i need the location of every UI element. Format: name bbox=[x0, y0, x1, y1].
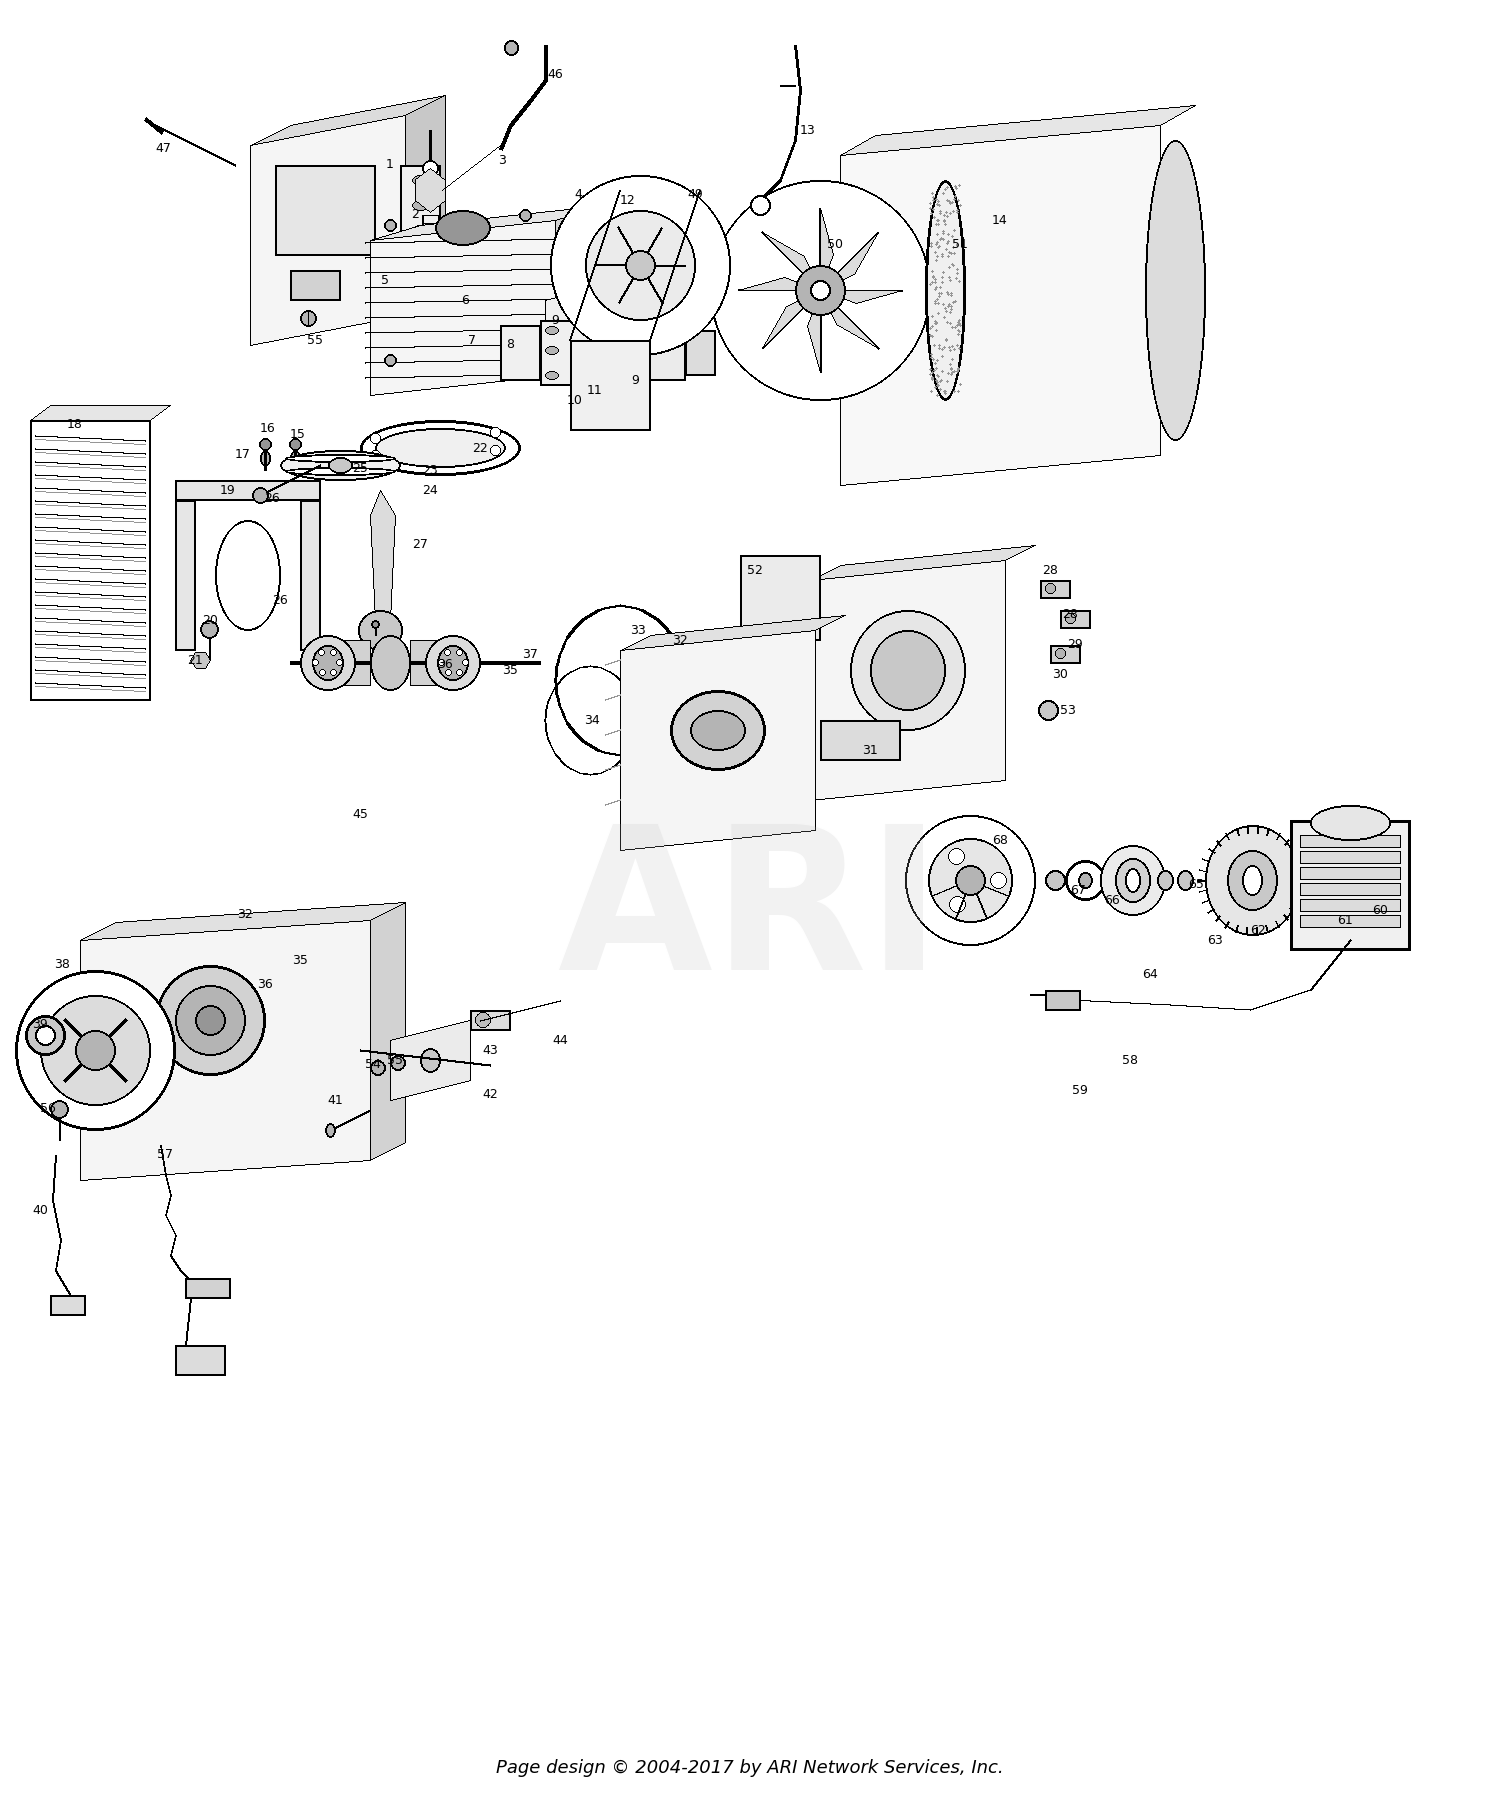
Text: 27: 27 bbox=[413, 539, 428, 552]
Text: 61: 61 bbox=[1336, 914, 1353, 927]
Text: 10: 10 bbox=[567, 393, 584, 406]
Text: 31: 31 bbox=[862, 743, 877, 757]
Text: 11: 11 bbox=[586, 384, 603, 397]
Text: 55: 55 bbox=[387, 1053, 404, 1067]
Text: 42: 42 bbox=[482, 1089, 498, 1102]
Text: Page design © 2004-2017 by ARI Network Services, Inc.: Page design © 2004-2017 by ARI Network S… bbox=[496, 1760, 1004, 1778]
Text: 5: 5 bbox=[381, 274, 388, 287]
Text: 6: 6 bbox=[460, 294, 470, 307]
Text: 19: 19 bbox=[220, 483, 236, 496]
Text: 7: 7 bbox=[468, 334, 476, 346]
Text: 39: 39 bbox=[32, 1019, 48, 1031]
Text: 60: 60 bbox=[1372, 903, 1388, 916]
Text: 29: 29 bbox=[1066, 638, 1083, 651]
Text: 57: 57 bbox=[158, 1149, 172, 1161]
Text: 47: 47 bbox=[154, 141, 171, 155]
Text: 32: 32 bbox=[672, 633, 688, 647]
Text: 67: 67 bbox=[1070, 883, 1086, 896]
Text: 28: 28 bbox=[1042, 564, 1058, 577]
Text: 40: 40 bbox=[32, 1203, 48, 1217]
Text: 26: 26 bbox=[264, 492, 280, 505]
Text: 59: 59 bbox=[1072, 1084, 1088, 1096]
Text: 12: 12 bbox=[620, 193, 636, 207]
Text: 50: 50 bbox=[827, 238, 843, 251]
Text: 4: 4 bbox=[574, 189, 582, 202]
Text: 66: 66 bbox=[1104, 894, 1120, 907]
Text: 22: 22 bbox=[472, 442, 488, 454]
Text: 2: 2 bbox=[411, 209, 419, 222]
Text: 33: 33 bbox=[630, 624, 646, 636]
Text: 17: 17 bbox=[236, 449, 250, 462]
Text: 54: 54 bbox=[364, 1058, 381, 1071]
Text: 64: 64 bbox=[1142, 968, 1158, 981]
Text: 28: 28 bbox=[1062, 608, 1078, 622]
Text: 1: 1 bbox=[386, 159, 394, 171]
Text: 41: 41 bbox=[327, 1093, 344, 1107]
Text: 18: 18 bbox=[68, 418, 82, 431]
Text: 56: 56 bbox=[40, 1102, 56, 1114]
Text: 20: 20 bbox=[202, 613, 217, 626]
Text: 35: 35 bbox=[292, 954, 308, 966]
Text: 65: 65 bbox=[1188, 878, 1204, 891]
Text: 53: 53 bbox=[1060, 703, 1076, 716]
Text: 45: 45 bbox=[352, 808, 368, 822]
Text: 25: 25 bbox=[352, 462, 368, 474]
Text: 58: 58 bbox=[1122, 1053, 1138, 1067]
Text: 13: 13 bbox=[800, 123, 816, 137]
Text: 30: 30 bbox=[1052, 669, 1068, 682]
Text: 14: 14 bbox=[992, 213, 1008, 227]
Text: 36: 36 bbox=[256, 979, 273, 992]
Text: 62: 62 bbox=[1250, 923, 1266, 936]
Text: 9: 9 bbox=[632, 373, 639, 386]
Text: 52: 52 bbox=[747, 564, 764, 577]
Text: 36: 36 bbox=[436, 658, 453, 671]
Text: 37: 37 bbox=[522, 649, 538, 662]
Text: 15: 15 bbox=[290, 429, 306, 442]
Text: 46: 46 bbox=[548, 69, 562, 81]
Text: 16: 16 bbox=[260, 422, 276, 435]
Text: 35: 35 bbox=[503, 664, 518, 676]
Text: 21: 21 bbox=[188, 653, 202, 667]
Text: 49: 49 bbox=[687, 189, 703, 202]
Text: 38: 38 bbox=[54, 959, 70, 972]
Text: 43: 43 bbox=[482, 1044, 498, 1057]
Text: 9: 9 bbox=[550, 314, 560, 326]
Text: 32: 32 bbox=[237, 909, 254, 921]
Text: 55: 55 bbox=[308, 334, 322, 346]
Text: 24: 24 bbox=[422, 483, 438, 496]
Text: 68: 68 bbox=[992, 833, 1008, 846]
Text: 44: 44 bbox=[552, 1033, 568, 1046]
Text: 26: 26 bbox=[272, 593, 288, 606]
Text: 34: 34 bbox=[584, 714, 600, 727]
Text: 51: 51 bbox=[952, 238, 968, 251]
Text: 8: 8 bbox=[506, 339, 515, 352]
Text: 63: 63 bbox=[1208, 934, 1222, 947]
Text: 3: 3 bbox=[498, 153, 506, 166]
Text: 23: 23 bbox=[422, 463, 438, 476]
